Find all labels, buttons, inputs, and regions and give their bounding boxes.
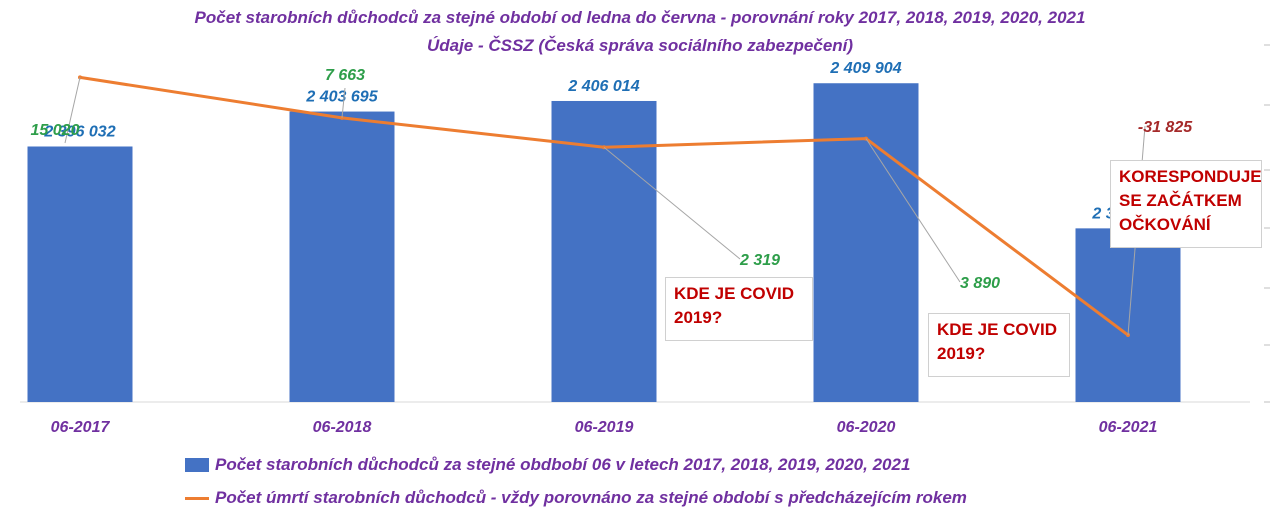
chart-title: Počet starobních důchodců za stejné obdo… — [194, 8, 1086, 27]
line-label-leader — [603, 146, 741, 260]
bar-06-2018 — [289, 111, 395, 403]
line-value-label: 7 663 — [325, 67, 365, 84]
x-tick-label: 06-2017 — [51, 419, 111, 436]
legend-item-bars: Počet starobních důchodců za stejné obdb… — [185, 455, 910, 475]
bar-06-2020 — [813, 83, 919, 402]
line-label-leader — [341, 87, 346, 118]
bar-value-label: 2 396 032 — [43, 123, 115, 140]
line-label-leader — [64, 77, 81, 144]
callout-covid-2019-a: KDE JE COVID 2019? — [665, 277, 813, 341]
legend-line-swatch — [185, 496, 209, 500]
callout-covid-2019-b: KDE JE COVID 2019? — [928, 313, 1070, 377]
legend-item-line: Počet úmrtí starobních důchodců - vždy p… — [185, 488, 967, 508]
line-value-label: 3 890 — [960, 275, 1000, 292]
x-tick-label: 06-2018 — [313, 419, 372, 436]
legend-bar-swatch — [185, 458, 209, 472]
chart-subtitle: Údaje - ČSSZ (Česká správa sociálního za… — [426, 36, 854, 55]
legend-line-label: Počet úmrtí starobních důchodců - vždy p… — [215, 488, 967, 507]
bar-06-2019 — [551, 100, 657, 402]
line-label-leader — [865, 138, 961, 283]
line-value-label: 2 319 — [739, 252, 780, 269]
legend-bar-label: Počet starobních důchodců za stejné obdb… — [215, 455, 911, 474]
x-tick-label: 06-2020 — [837, 419, 896, 436]
bar-value-label: 2 403 695 — [305, 89, 378, 106]
x-tick-label: 06-2019 — [575, 419, 634, 436]
bar-value-label: 2 406 014 — [567, 78, 639, 95]
bar-value-label: 2 409 904 — [829, 60, 901, 77]
callout-vaccination: KORESPONDUJE SE ZAČÁTKEM OČKOVÁNÍ — [1110, 160, 1262, 248]
line-value-label: -31 825 — [1138, 119, 1193, 136]
bar-06-2021 — [1075, 228, 1181, 402]
x-tick-label: 06-2021 — [1099, 419, 1158, 436]
line-value-label: 15 020 — [31, 122, 80, 139]
bar-06-2017 — [27, 146, 133, 402]
